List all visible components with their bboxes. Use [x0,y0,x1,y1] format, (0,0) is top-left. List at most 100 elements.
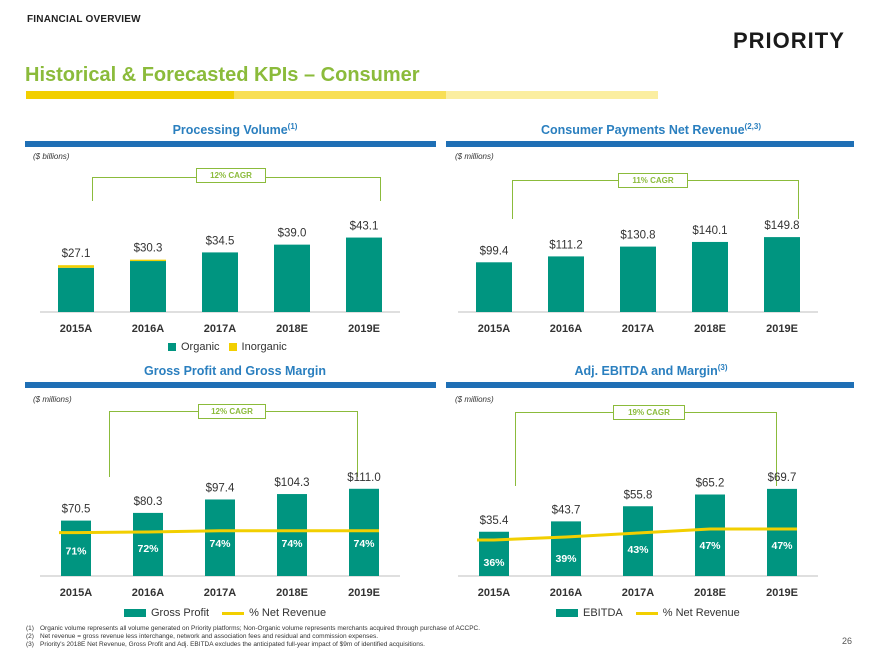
unit-label-gross-profit: ($ millions) [33,395,72,404]
title-underline-light [446,91,658,99]
bar-gross-profit [61,520,91,576]
bar-organic [346,237,382,312]
legend-processing-volume: Organic Inorganic [168,341,287,353]
section-label: FINANCIAL OVERVIEW [27,14,141,25]
chart-title-net-revenue: Consumer Payments Net Revenue(2,3) [541,122,761,138]
data-label: $43.1 [350,221,379,233]
unit-label-adj-ebitda: ($ millions) [455,395,494,404]
legend-swatch-gross-profit [124,609,146,617]
legend-swatch-ebitda [556,609,578,617]
chart-header-bar-net-revenue [446,141,854,147]
footnotes: (1) Organic volume represents all volume … [26,625,480,649]
cagr-badge-adj-ebitda: 19% CAGR [613,405,685,420]
x-tick-label: 2016A [550,587,582,599]
margin-line [59,529,379,535]
processing-volume-chart: $27.1 2015A $30.3 2016A $34.5 2017A $39.0 2018E… [40,221,400,335]
x-tick-label: 2017A [204,323,236,335]
legend-swatch-gp-margin [222,611,245,615]
legend-label-gross-profit: Gross Profit [151,607,210,619]
footnote: (3) Priority's 2018E Net Revenue, Gross P… [26,641,425,648]
margin-label: 74% [281,538,303,550]
chart-title-adj-ebitda: Adj. EBITDA and Margin(3) [574,363,728,379]
bar-ebitda [623,506,653,576]
page-number: 26 [842,636,853,646]
x-tick-label: 2015A [60,323,92,335]
data-label: $43.7 [552,504,581,516]
margin-label: 47% [771,540,793,552]
margin-label: 74% [209,538,231,550]
priority-logo: PRIORITY [733,28,845,53]
legend-label-inorganic: Inorganic [241,341,287,353]
chart-header-bar-processing-volume [25,141,436,147]
bar-gross-profit [205,499,235,576]
x-tick-label: 2016A [550,323,582,335]
data-label: $39.0 [278,228,307,240]
x-tick-label: 2019E [766,587,798,599]
bar-inorganic [58,265,94,268]
cagr-badge-processing-volume: 12% CAGR [196,168,266,183]
x-tick-label: 2019E [766,323,798,335]
legend-swatch-organic [168,343,176,351]
data-label: $30.3 [134,243,163,255]
data-label: $130.8 [620,230,655,242]
data-label: $35.4 [480,515,509,527]
data-label: $27.1 [62,248,91,260]
legend-label-ebitda-margin: % Net Revenue [662,607,740,619]
margin-label: 74% [353,538,375,550]
x-tick-label: 2016A [132,587,164,599]
x-tick-label: 2019E [348,323,380,335]
data-label: $65.2 [696,478,725,490]
bar-net-revenue [764,237,800,312]
data-label: $140.1 [692,225,727,237]
bar-organic [274,244,310,312]
data-label: $80.3 [134,496,163,508]
data-label: $97.4 [206,482,235,494]
margin-line [477,527,797,542]
x-tick-label: 2016A [132,323,164,335]
data-label: $111.0 [347,472,380,484]
unit-label-net-revenue: ($ millions) [455,152,494,161]
bar-inorganic [130,259,166,262]
x-tick-label: 2015A [478,323,510,335]
legend-gross-profit: Gross Profit % Net Revenue [124,607,326,619]
unit-label-processing-volume: ($ billions) [33,152,70,161]
margin-label: 39% [555,553,577,565]
data-label: $149.8 [764,220,799,232]
cagr-badge-gross-profit: 12% CAGR [198,404,266,419]
x-tick-label: 2017A [204,587,236,599]
legend-label-gp-margin: % Net Revenue [249,607,327,619]
footnote: (1) Organic volume represents all volume … [26,625,481,632]
margin-label: 71% [65,546,87,558]
x-tick-label: 2017A [622,587,654,599]
bar-organic [130,261,166,312]
bar-net-revenue [548,256,584,312]
margin-label: 36% [483,557,505,569]
bar-organic [58,267,94,312]
margin-label: 43% [627,544,649,556]
x-tick-label: 2018E [276,323,308,335]
bar-gross-profit [349,488,379,576]
chart-header-bar-gross-profit [25,382,436,388]
legend-adj-ebitda: EBITDA % Net Revenue [556,607,740,619]
data-label: $34.5 [206,235,235,247]
bar-net-revenue [692,241,728,312]
margin-label: 47% [699,540,721,552]
bar-ebitda [695,494,725,576]
bar-ebitda [767,488,797,576]
data-label: $55.8 [624,489,653,501]
page-title: Historical & Forecasted KPIs – Consumer [25,64,420,86]
x-tick-label: 2015A [478,587,510,599]
chart-title-gross-profit: Gross Profit and Gross Margin [144,364,326,379]
x-tick-label: 2019E [348,587,380,599]
title-underline-dark [26,91,234,99]
x-tick-label: 2018E [694,587,726,599]
data-label: $69.7 [768,472,797,484]
x-tick-label: 2018E [276,587,308,599]
adj-ebitda-chart: $35.4 2015A 36% $43.7 2016A 39% $55.8 2017A 43% $… [458,472,818,599]
x-tick-label: 2017A [622,323,654,335]
chart-header-bar-adj-ebitda [446,382,854,388]
bar-gross-profit [277,494,307,576]
bar-gross-profit [133,512,163,576]
net-revenue-chart: $99.4 2015A $111.2 2016A $130.8 2017A $140.1 20… [458,220,818,335]
bar-organic [202,252,238,312]
